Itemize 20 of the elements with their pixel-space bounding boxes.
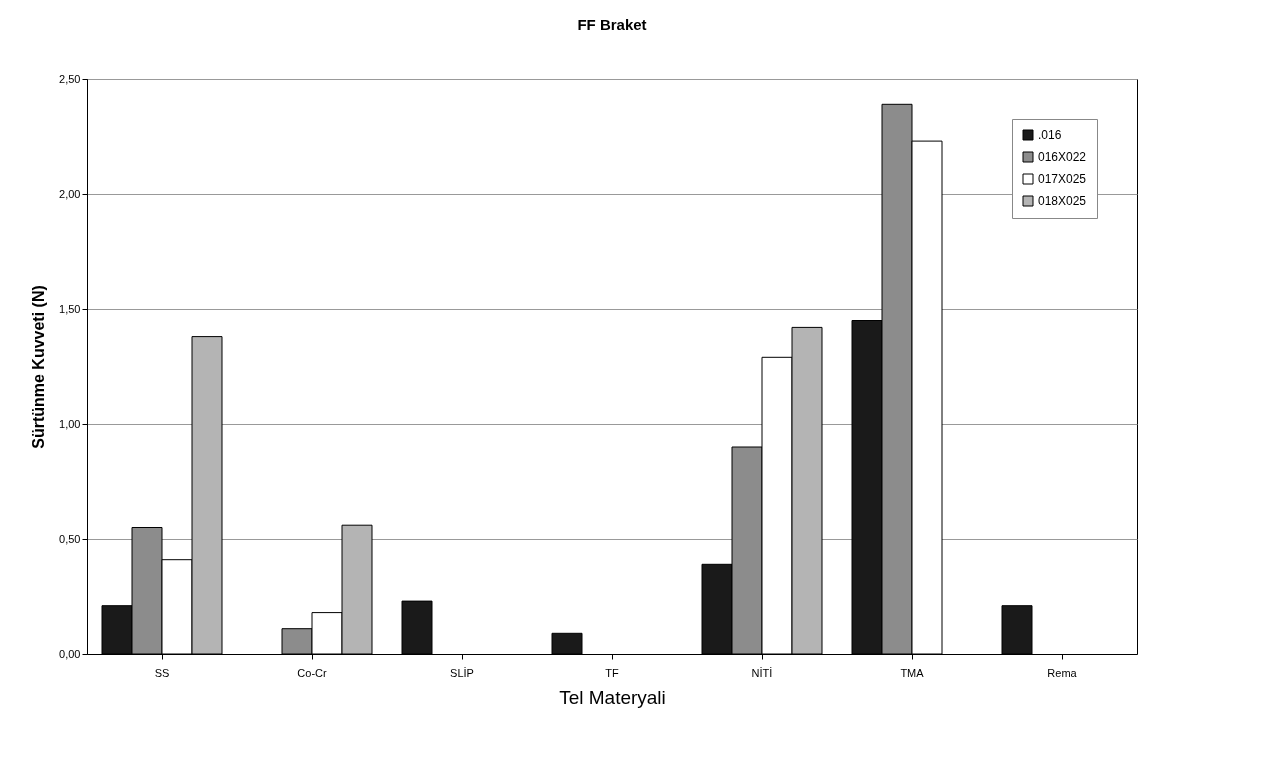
y-tick-label: 1,50 [59,302,81,315]
x-tick-label: Rema [1047,666,1078,679]
x-tick-label: NİTİ [751,666,773,679]
x-axis-title: Tel Materyali [559,686,666,708]
x-tick-label: SLİP [450,666,474,679]
y-tick-label: 1,00 [59,417,81,430]
x-tick-label: Co-Cr [297,666,327,679]
legend-label: 018X025 [1038,194,1087,208]
y-tick-label: 0,00 [59,647,81,660]
x-tick-label: SS [154,666,170,679]
y-tick-label: 0,50 [59,532,81,545]
y-tick-label: 2,50 [59,72,81,85]
y-axis-title: Sürtünme Kuvveti (N) [30,285,48,449]
x-tick-label: TF [605,666,619,679]
legend-label: 016X022 [1038,150,1087,164]
y-tick-label: 2,00 [59,187,81,200]
legend-label: 017X025 [1038,172,1087,186]
chart-title: FF Braket [577,16,647,33]
x-tick-label: TMA [900,666,925,679]
legend-label: .016 [1038,128,1062,142]
